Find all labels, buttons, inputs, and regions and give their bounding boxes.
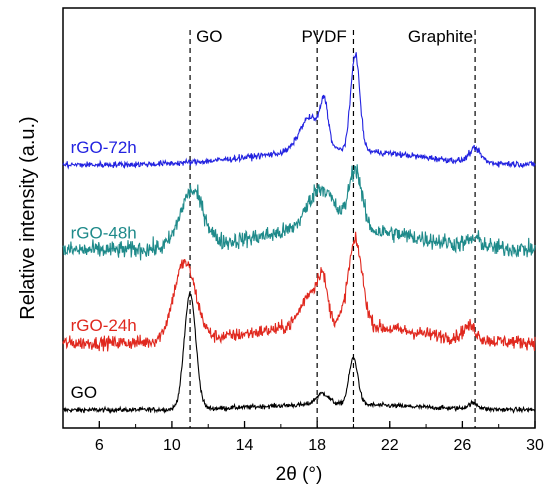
series-label: rGO-48h: [71, 223, 137, 242]
reference-line-label: Graphite: [408, 27, 473, 46]
series-label: rGO-72h: [71, 138, 137, 157]
x-tick-label: 14: [236, 437, 254, 454]
x-tick-label: 18: [308, 437, 326, 454]
reference-line-label: PVDF: [301, 27, 346, 46]
reference-line-label: GO: [196, 27, 222, 46]
reference-lines: [189, 30, 476, 428]
x-tick-label: 10: [163, 437, 181, 454]
x-tick-label: 6: [95, 437, 104, 454]
x-tick-label: 22: [381, 437, 399, 454]
labels-group: GO PVDF Graphite GO rGO-24h rGO-48h rGO-72h: [71, 27, 473, 402]
series-group: [62, 52, 536, 415]
y-axis-label: Relative intensity (a.u.): [17, 116, 39, 319]
series-line: [62, 52, 536, 170]
x-tick-label: 30: [526, 437, 544, 454]
series-line: [62, 164, 536, 261]
x-tick-label: 26: [453, 437, 471, 454]
x-axis-label: 2θ (°): [276, 464, 323, 485]
axes-group: 6 10 14 18 22 26 30 2θ (°) Relative intensity (a…: [17, 116, 544, 485]
plot-frame: [62, 7, 536, 429]
series-label: GO: [71, 383, 97, 402]
series-label: rGO-24h: [71, 316, 137, 335]
plot-area: [62, 7, 536, 429]
series-line: [62, 291, 536, 415]
series-line: [62, 231, 536, 352]
